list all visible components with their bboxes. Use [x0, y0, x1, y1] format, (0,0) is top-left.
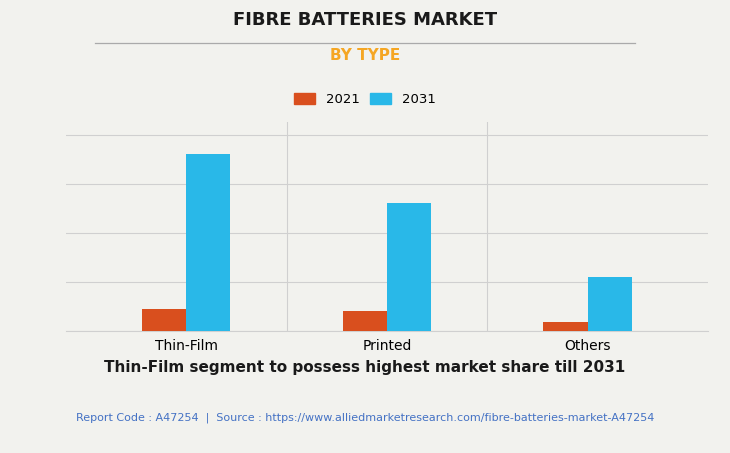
Text: FIBRE BATTERIES MARKET: FIBRE BATTERIES MARKET	[233, 11, 497, 29]
Text: Thin-Film segment to possess highest market share till 2031: Thin-Film segment to possess highest mar…	[104, 360, 626, 375]
Bar	[343, 311, 387, 331]
Bar	[543, 322, 588, 331]
Text: BY TYPE: BY TYPE	[330, 48, 400, 63]
Text: Report Code : A47254  |  Source : https://www.alliedmarketresearch.com/fibre-bat: Report Code : A47254 | Source : https://…	[76, 412, 654, 423]
Legend: 2021, 2031: 2021, 2031	[291, 91, 439, 109]
Bar	[588, 277, 631, 331]
Bar	[387, 203, 431, 331]
Bar	[142, 308, 186, 331]
Bar	[186, 154, 231, 331]
